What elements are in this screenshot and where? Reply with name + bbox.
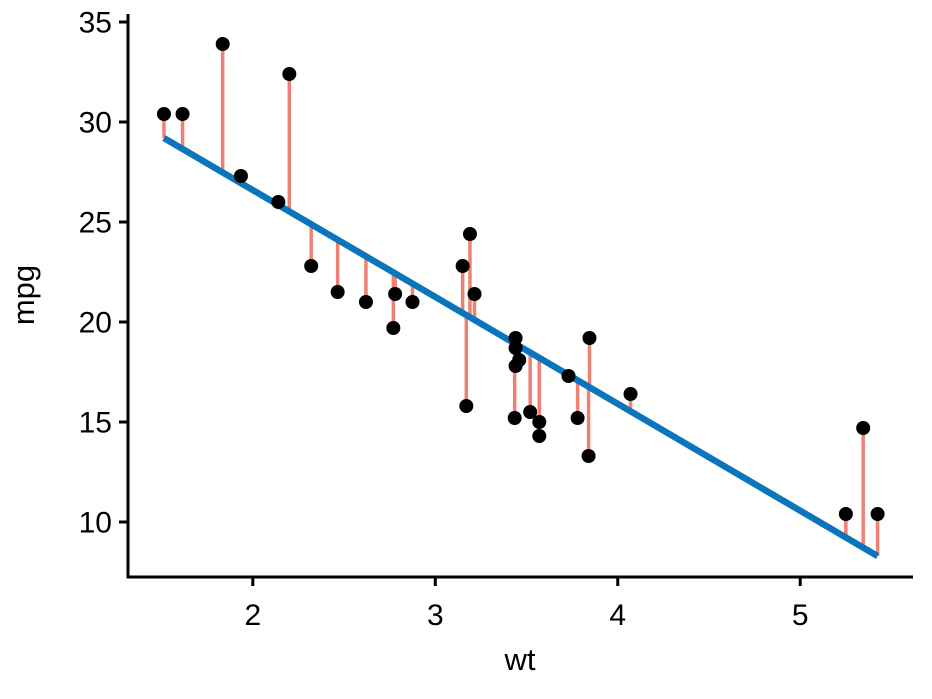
data-point (570, 411, 585, 425)
data-point (532, 415, 547, 429)
x-tick-label: 2 (244, 599, 261, 632)
data-point (532, 429, 547, 443)
data-point (459, 399, 474, 413)
data-point (582, 331, 597, 345)
data-point (561, 369, 576, 383)
residuals-layer (162, 44, 880, 557)
data-point (215, 37, 230, 51)
data-point (856, 421, 871, 435)
data-point (175, 107, 190, 121)
data-point (623, 387, 638, 401)
y-tick-label: 25 (79, 207, 112, 240)
x-axis-title: wt (504, 642, 536, 677)
data-point (455, 259, 470, 273)
data-point (581, 449, 596, 463)
data-point (467, 287, 482, 301)
data-point (330, 285, 345, 299)
x-tick-label: 3 (427, 599, 444, 632)
data-point (271, 195, 286, 209)
data-point (838, 507, 853, 521)
data-point (870, 507, 885, 521)
y-tick-label: 15 (79, 407, 112, 440)
y-tick-label: 30 (79, 107, 112, 140)
y-axis-title: mpg (6, 265, 41, 325)
y-tick-label: 35 (79, 7, 112, 40)
data-point (507, 411, 522, 425)
data-point (523, 405, 538, 419)
data-point (405, 295, 420, 309)
y-tick-label: 10 (79, 507, 112, 540)
data-point (388, 287, 403, 301)
tick-labels-layer: 10 15 20 25 30 35 2 3 4 5 (79, 7, 809, 633)
axes-layer (119, 14, 913, 586)
data-point (282, 67, 297, 81)
data-point (304, 259, 319, 273)
data-point (386, 321, 401, 335)
x-tick-label: 4 (609, 599, 626, 632)
data-point (508, 331, 523, 345)
x-tick-label: 5 (792, 599, 809, 632)
data-point (508, 341, 523, 355)
points-layer (156, 37, 885, 521)
data-point (156, 107, 171, 121)
data-point (462, 227, 477, 241)
data-point (358, 295, 373, 309)
y-tick-label: 20 (79, 307, 112, 340)
data-point (233, 169, 248, 183)
data-point (508, 359, 523, 373)
